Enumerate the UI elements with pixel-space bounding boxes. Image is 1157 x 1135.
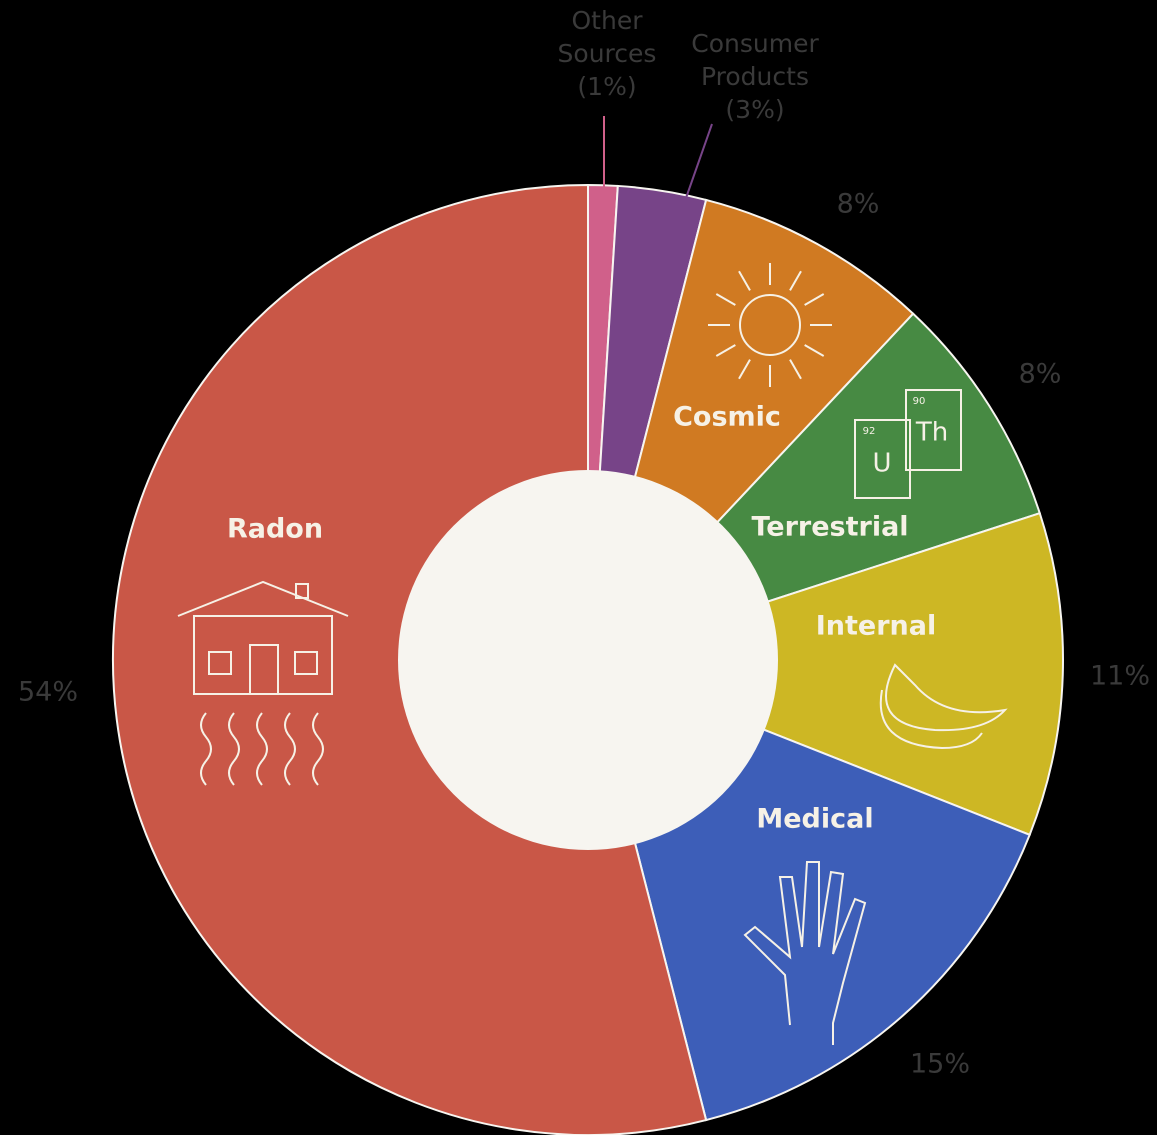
value-label: 11%: [1090, 661, 1150, 692]
value-label: 8%: [1019, 359, 1062, 390]
slice-label: Terrestrial: [751, 512, 908, 543]
chart: 92 U 90 Th Cosmic 8% Terrestrial 8% Internal…: [0, 0, 1157, 1135]
slice-label: Internal: [816, 611, 937, 642]
icon-text: Th: [915, 418, 948, 448]
value-label: 8%: [837, 189, 880, 220]
slice-label-group: Consumer Products (3%): [680, 27, 830, 126]
icon-text: 92: [863, 426, 876, 437]
leader-line: [686, 124, 712, 198]
value-label: (3%): [680, 93, 830, 126]
value-label: 15%: [910, 1049, 970, 1080]
value-label: 54%: [18, 677, 78, 708]
donut-chart: 92 U 90 Th Cosmic 8% Terrestrial 8% Internal…: [0, 0, 1157, 1135]
slice-label: Consumer Products: [685, 27, 825, 93]
slice-label-group: Other Sources (1%): [532, 4, 682, 103]
value-label: (1%): [532, 70, 682, 103]
slice-label: Cosmic: [673, 402, 781, 433]
slice-label: Other Sources: [552, 4, 662, 70]
slice-label: Medical: [756, 804, 873, 835]
icon-text: U: [872, 449, 891, 479]
donut-hole: [398, 470, 778, 850]
slice-label: Radon: [227, 514, 323, 545]
icon-text: 90: [913, 396, 926, 407]
